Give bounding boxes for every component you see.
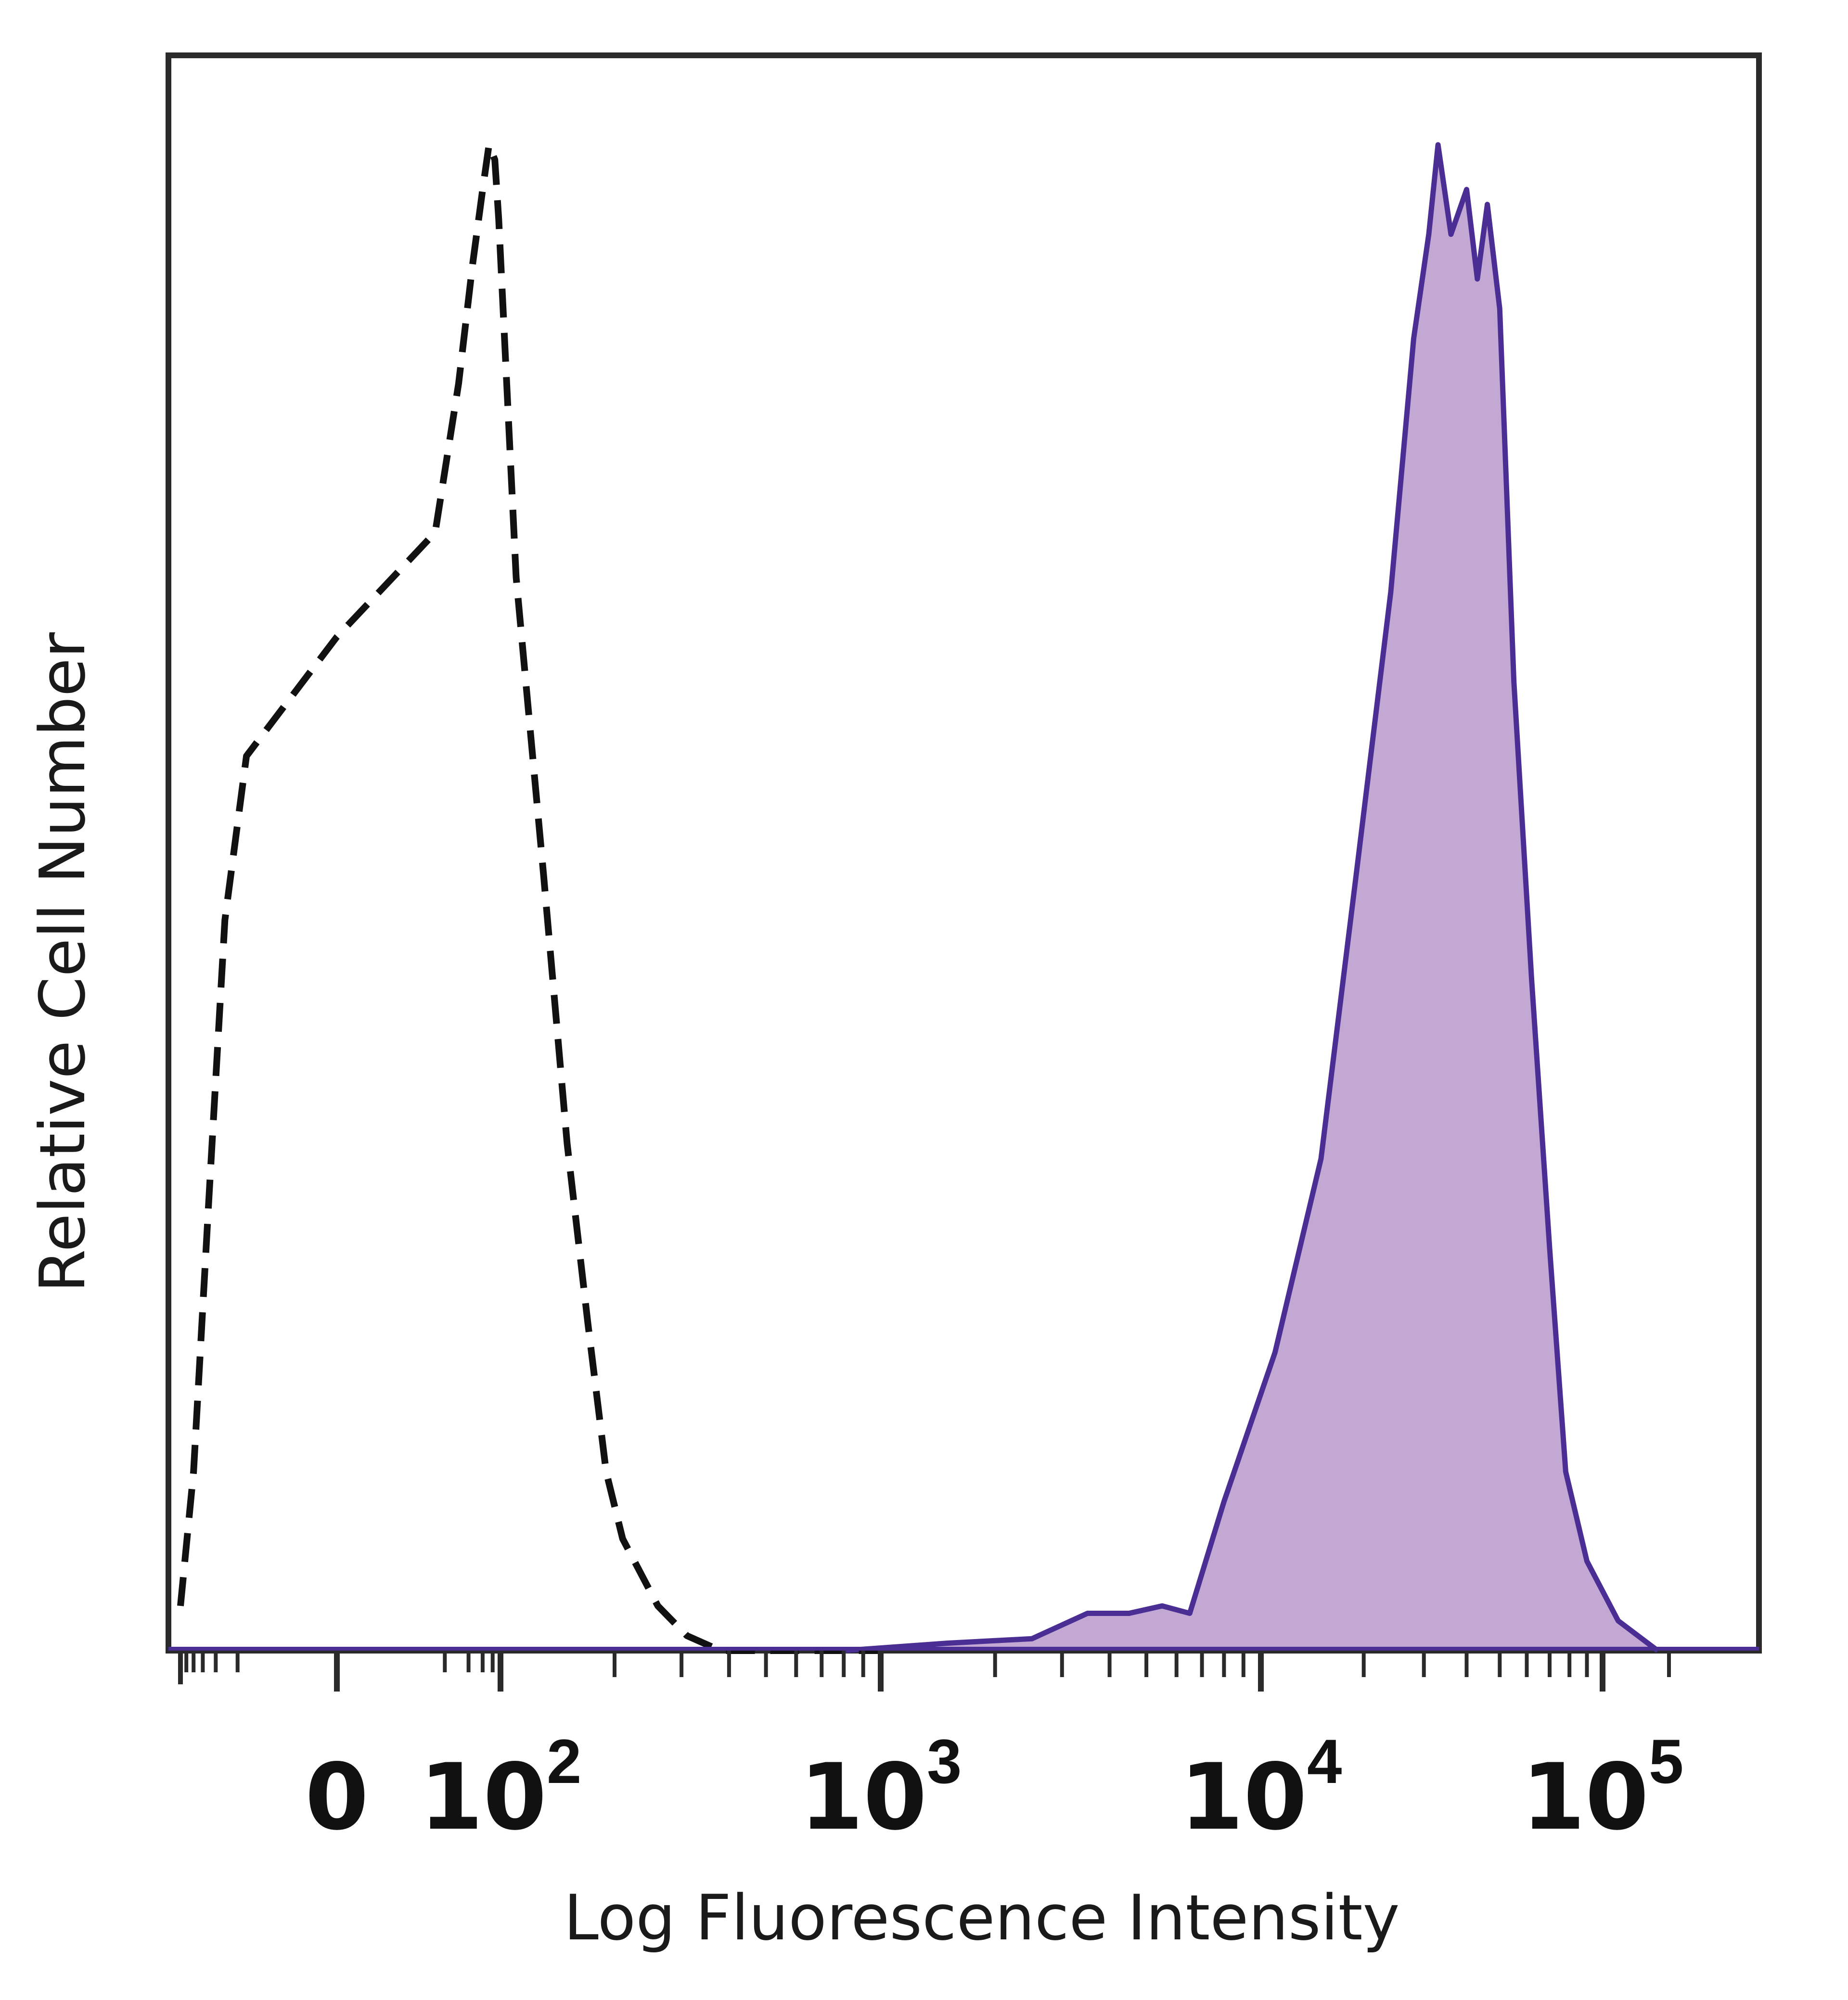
x-tick-labels: 0 102 103 104 105 (305, 1726, 1683, 1850)
x-tick-label-4: 105 (1522, 1726, 1684, 1850)
x-tick-label-1: 102 (420, 1726, 582, 1850)
y-axis-title: Relative Cell Number (26, 632, 99, 1293)
series-line-0 (177, 141, 881, 1654)
x-ticks (178, 1651, 1671, 1692)
series-layer (168, 141, 1759, 1654)
x-axis-title: Log Fluorescence Intensity (564, 1881, 1399, 1954)
series-line-1 (843, 142, 1659, 1654)
x-tick-label-0: 0 (305, 1744, 369, 1850)
x-tick-label-2: 103 (800, 1726, 962, 1850)
x-tick-label-3: 104 (1180, 1726, 1342, 1850)
series-area-1 (844, 144, 1658, 1651)
